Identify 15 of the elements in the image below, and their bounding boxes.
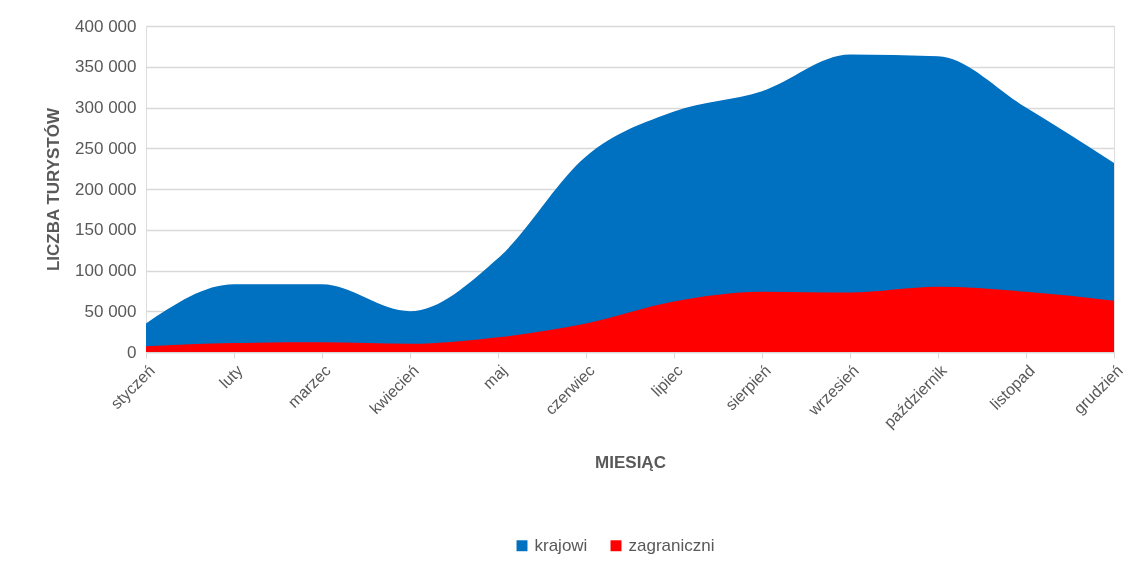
- y-tick-label: 100 000: [75, 261, 137, 280]
- y-tick-label: 250 000: [75, 138, 137, 158]
- y-tick-label: 150 000: [75, 220, 137, 240]
- legend-label: krajowi: [534, 535, 588, 555]
- x-axis-title: MIESIĄC: [595, 453, 666, 473]
- y-tick-label: 300 000: [75, 98, 137, 117]
- x-tick-label: luty: [216, 361, 246, 392]
- y-axis-title: LICZBA TURYSTÓW: [44, 107, 64, 272]
- y-tick-label: 350 000: [75, 57, 137, 77]
- y-tick-label: 400 000: [75, 16, 137, 36]
- y-tick-label: 200 000: [75, 179, 137, 199]
- y-tick-label: 0: [127, 342, 137, 362]
- legend-label: zagraniczni: [628, 535, 715, 555]
- x-tick-label: maj: [479, 361, 510, 393]
- y-tick-label: 50 000: [84, 301, 137, 321]
